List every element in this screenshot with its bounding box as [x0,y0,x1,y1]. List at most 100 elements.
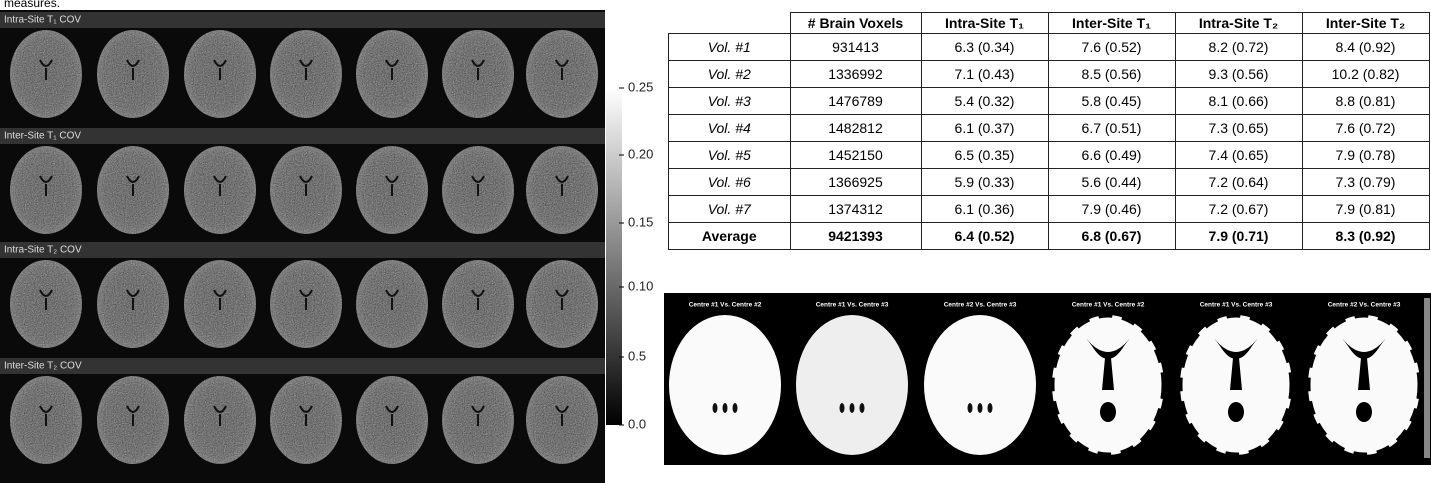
table-cell: 931413 [790,34,921,61]
table-cell: 7.3 (0.79) [1302,169,1429,196]
table-cell: 7.2 (0.64) [1175,169,1302,196]
disagreement [988,403,993,413]
header-cell: Inter-Site T₂ [1302,13,1429,34]
table-cell: 6.4 (0.52) [921,223,1048,250]
row-label-band [0,12,605,28]
table-cell: 8.5 (0.56) [1048,61,1175,88]
table-cell: 7.9 (0.71) [1175,223,1302,250]
comparison-label: Centre #1 Vs. Centre #3 [816,302,889,309]
colorbar-tick-label: 0.5 [628,348,646,363]
agreement-map [669,315,781,455]
disagreement [860,403,865,413]
table-cell: Vol. #6 [669,169,791,196]
page: {"caption_fragment": "measures.", "left_… [0,0,1431,483]
table-cell: Vol. #4 [669,115,791,142]
table-cell: 5.8 (0.45) [1048,88,1175,115]
disagreement [713,403,718,413]
table-cell: 7.6 (0.72) [1302,115,1429,142]
table-cell: 7.3 (0.65) [1175,115,1302,142]
table-cell: 9.3 (0.56) [1175,61,1302,88]
table-cell: 10.2 (0.82) [1302,61,1429,88]
row-label: Intra-Site T₁ COV [4,15,81,26]
table-cell: 5.6 (0.44) [1048,169,1175,196]
table-cell: 9421393 [790,223,921,250]
disagreement [850,403,855,413]
row-label: Inter-Site T₁ COV [4,131,81,142]
comparison-label: Centre #2 Vs. Centre #3 [1328,302,1401,309]
table-cell: Vol. #7 [669,196,791,223]
disagreement [978,403,983,413]
disagreement [1228,402,1244,422]
disagreement [723,403,728,413]
table-cell: 7.1 (0.43) [921,61,1048,88]
table-row: Vol. #613669255.9 (0.33)5.6 (0.44)7.2 (0… [669,169,1430,196]
table-cell: 5.9 (0.33) [921,169,1048,196]
comparison-label: Centre #1 Vs. Centre #3 [1200,302,1273,309]
disagreement [1356,402,1372,422]
table-cell: 8.2 (0.72) [1175,34,1302,61]
header-cell: Intra-Site T₁ [921,13,1048,34]
table-cell: 7.9 (0.81) [1302,196,1429,223]
table-cell: 1482812 [790,115,921,142]
disagreement [733,403,738,413]
comparison-label: Centre #1 Vs. Centre #2 [1072,302,1145,309]
table-cell: 8.3 (0.92) [1302,223,1429,250]
table-cell: Vol. #2 [669,61,791,88]
table-cell: 6.6 (0.49) [1048,142,1175,169]
table-cell: 1452150 [790,142,921,169]
row-label: Inter-Site T₂ COV [4,361,82,372]
caption-fragment: measures. [4,0,60,10]
comparison-label: Centre #2 Vs. Centre #3 [944,302,1017,309]
table-cell: 1476789 [790,88,921,115]
table-cell: Vol. #1 [669,34,791,61]
colorbar-tick-label: 0.10 [628,278,653,293]
table-cell: 5.4 (0.32) [921,88,1048,115]
disagreement [1100,402,1116,422]
table-cell: 7.9 (0.78) [1302,142,1429,169]
colorbar [606,88,622,425]
table-cell: 8.8 (0.81) [1302,88,1429,115]
header-cell [669,13,791,34]
disagreement [840,403,845,413]
table-cell: 6.8 (0.67) [1048,223,1175,250]
table-cell: Vol. #5 [669,142,791,169]
table-cell: 1374312 [790,196,921,223]
header-cell: # Brain Voxels [790,13,921,34]
colorbar-tick-label: 0.15 [628,214,653,229]
agreement-map [924,315,1036,455]
comparison-colorbar [1424,298,1430,458]
row-label: Intra-Site T₂ COV [4,245,82,256]
table-cell: 8.1 (0.66) [1175,88,1302,115]
table-cell: 7.4 (0.65) [1175,142,1302,169]
colorbar-tick-label: 0.0 [628,416,646,431]
table-cell: 1366925 [790,169,921,196]
table-cell: 6.7 (0.51) [1048,115,1175,142]
colorbar-tick-label: 0.25 [628,79,653,94]
header-cell: Inter-Site T₁ [1048,13,1175,34]
table-cell: 7.6 (0.52) [1048,34,1175,61]
row-label-band [0,358,605,374]
colorbar-tick-label: 0.20 [628,146,653,161]
disagreement [968,403,973,413]
table-cell: 7.9 (0.46) [1048,196,1175,223]
table-cell: 1336992 [790,61,921,88]
table-cell: 6.5 (0.35) [921,142,1048,169]
table-cell: Vol. #3 [669,88,791,115]
row-label-band [0,128,605,144]
table-cell: 7.2 (0.67) [1175,196,1302,223]
table-cell: 8.4 (0.92) [1302,34,1429,61]
table-cell: 6.1 (0.37) [921,115,1048,142]
table-cell: 6.1 (0.36) [921,196,1048,223]
table-cell: Average [669,223,791,250]
comparison-label: Centre #1 Vs. Centre #2 [689,302,762,309]
header-cell: Intra-Site T₂ [1175,13,1302,34]
table-cell: 6.3 (0.34) [921,34,1048,61]
